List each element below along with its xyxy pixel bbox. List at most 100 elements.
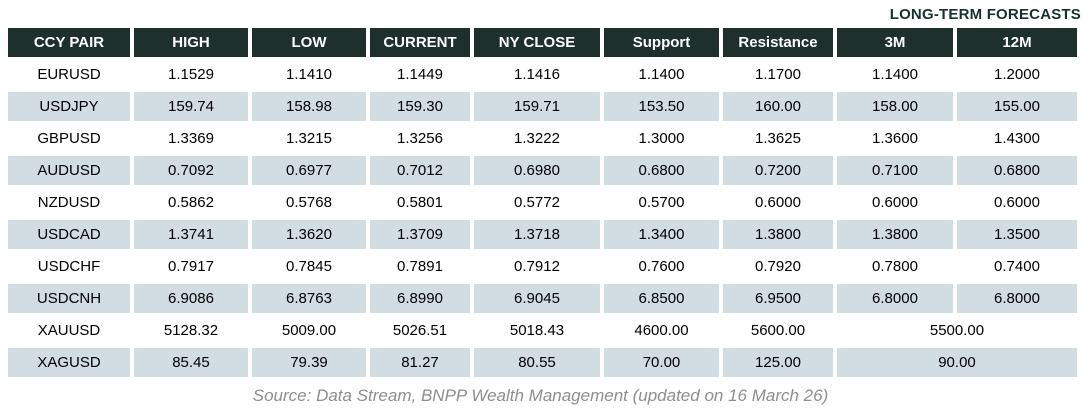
table-row-audusd: AUDUSD 0.7092 0.6977 0.7012 0.6980 0.6800 0.72…	[8, 156, 1077, 185]
cell-support: 70.00	[604, 348, 719, 377]
cell-support: 0.6800	[604, 156, 719, 185]
cell-ccy-pair: USDJPY	[8, 92, 130, 121]
cell-support: 1.3000	[604, 124, 719, 153]
cell-low: 5009.00	[252, 316, 366, 345]
cell-resistance: 1.1700	[723, 60, 833, 89]
cell-forecast-merged: 5500.00	[837, 316, 1077, 345]
cell-ccy-pair: USDCAD	[8, 220, 130, 249]
cell-high: 1.3741	[134, 220, 248, 249]
cell-ny-close: 0.6980	[474, 156, 600, 185]
cell-12m: 1.2000	[957, 60, 1077, 89]
cell-current: 0.7891	[370, 252, 470, 281]
source-note: Source: Data Stream, BNPP Wealth Managem…	[252, 386, 829, 405]
cell-ny-close: 159.71	[474, 92, 600, 121]
cell-support: 1.1400	[604, 60, 719, 89]
table-row-eurusd: EURUSD 1.1529 1.1410 1.1449 1.1416 1.1400 1.17…	[8, 60, 1077, 89]
cell-low: 158.98	[252, 92, 366, 121]
table-row-xagusd: XAGUSD 85.45 79.39 81.27 80.55 70.00 125.00 90.…	[8, 348, 1077, 377]
cell-high: 1.1529	[134, 60, 248, 89]
cell-resistance: 1.3625	[723, 124, 833, 153]
cell-ny-close: 80.55	[474, 348, 600, 377]
cell-12m: 155.00	[957, 92, 1077, 121]
cell-support: 1.3400	[604, 220, 719, 249]
cell-ccy-pair: NZDUSD	[8, 188, 130, 217]
cell-low: 79.39	[252, 348, 366, 377]
cell-ny-close: 5018.43	[474, 316, 600, 345]
cell-ny-close: 6.9045	[474, 284, 600, 313]
cell-resistance: 5600.00	[723, 316, 833, 345]
cell-ccy-pair: EURUSD	[8, 60, 130, 89]
cell-resistance: 6.9500	[723, 284, 833, 313]
cell-12m: 0.7400	[957, 252, 1077, 281]
table-row-usdcad: USDCAD 1.3741 1.3620 1.3709 1.3718 1.3400 1.38…	[8, 220, 1077, 249]
cell-resistance: 0.7200	[723, 156, 833, 185]
cell-resistance: 0.7920	[723, 252, 833, 281]
cell-low: 6.8763	[252, 284, 366, 313]
cell-ny-close: 0.5772	[474, 188, 600, 217]
cell-support: 0.7600	[604, 252, 719, 281]
column-header-ny-close: NY CLOSE	[474, 28, 600, 57]
table-header: CCY PAIR HIGH LOW CURRENT NY CLOSE Support Res…	[8, 28, 1077, 57]
cell-high: 6.9086	[134, 284, 248, 313]
cell-support: 153.50	[604, 92, 719, 121]
table-row-usdcnh: USDCNH 6.9086 6.8763 6.8990 6.9045 6.8500 6.95…	[8, 284, 1077, 313]
cell-resistance: 1.3800	[723, 220, 833, 249]
cell-high: 85.45	[134, 348, 248, 377]
table-row-xauusd: XAUUSD 5128.32 5009.00 5026.51 5018.43 4600.0…	[8, 316, 1077, 345]
cell-ccy-pair: USDCHF	[8, 252, 130, 281]
cell-resistance: 125.00	[723, 348, 833, 377]
cell-low: 1.3215	[252, 124, 366, 153]
cell-high: 0.5862	[134, 188, 248, 217]
header-row: CCY PAIR HIGH LOW CURRENT NY CLOSE Support Res…	[8, 28, 1077, 57]
cell-ny-close: 1.3718	[474, 220, 600, 249]
cell-3m: 0.7800	[837, 252, 953, 281]
cell-support: 0.5700	[604, 188, 719, 217]
cell-high: 0.7917	[134, 252, 248, 281]
cell-ccy-pair: AUDUSD	[8, 156, 130, 185]
cell-12m: 1.4300	[957, 124, 1077, 153]
cell-current: 1.1449	[370, 60, 470, 89]
column-header-high: HIGH	[134, 28, 248, 57]
column-header-support: Support	[604, 28, 719, 57]
cell-high: 5128.32	[134, 316, 248, 345]
cell-current: 1.3709	[370, 220, 470, 249]
cell-ccy-pair: GBPUSD	[8, 124, 130, 153]
cell-3m: 0.7100	[837, 156, 953, 185]
cell-high: 159.74	[134, 92, 248, 121]
column-header-resistance: Resistance	[723, 28, 833, 57]
column-header-current: CURRENT	[370, 28, 470, 57]
cell-12m: 0.6000	[957, 188, 1077, 217]
cell-support: 6.8500	[604, 284, 719, 313]
table-body: EURUSD 1.1529 1.1410 1.1449 1.1416 1.1400 1.17…	[8, 60, 1077, 377]
cell-12m: 1.3500	[957, 220, 1077, 249]
cell-low: 0.6977	[252, 156, 366, 185]
cell-current: 1.3256	[370, 124, 470, 153]
cell-ccy-pair: XAGUSD	[8, 348, 130, 377]
cell-ccy-pair: XAUUSD	[8, 316, 130, 345]
cell-low: 1.3620	[252, 220, 366, 249]
cell-ccy-pair: USDCNH	[8, 284, 130, 313]
cell-high: 1.3369	[134, 124, 248, 153]
column-header-ccy-pair: CCY PAIR	[8, 28, 130, 57]
cell-resistance: 0.6000	[723, 188, 833, 217]
table-row-usdchf: USDCHF 0.7917 0.7845 0.7891 0.7912 0.7600 0.79…	[8, 252, 1077, 281]
table-row-gbpusd: GBPUSD 1.3369 1.3215 1.3256 1.3222 1.3000 1.36…	[8, 124, 1077, 153]
table-row-usdjpy: USDJPY 159.74 158.98 159.30 159.71 153.50 160.…	[8, 92, 1077, 121]
cell-low: 1.1410	[252, 60, 366, 89]
cell-high: 0.7092	[134, 156, 248, 185]
cell-3m: 1.1400	[837, 60, 953, 89]
cell-current: 5026.51	[370, 316, 470, 345]
fx-forecast-table: CCY PAIR HIGH LOW CURRENT NY CLOSE Support Res…	[4, 25, 1081, 380]
cell-current: 159.30	[370, 92, 470, 121]
cell-current: 6.8990	[370, 284, 470, 313]
cell-3m: 158.00	[837, 92, 953, 121]
table-row-nzdusd: NZDUSD 0.5862 0.5768 0.5801 0.5772 0.5700 0.60…	[8, 188, 1077, 217]
cell-3m: 6.8000	[837, 284, 953, 313]
cell-forecast-merged: 90.00	[837, 348, 1077, 377]
cell-3m: 1.3800	[837, 220, 953, 249]
cell-low: 0.7845	[252, 252, 366, 281]
cell-current: 0.7012	[370, 156, 470, 185]
column-header-3m: 3M	[837, 28, 953, 57]
cell-low: 0.5768	[252, 188, 366, 217]
